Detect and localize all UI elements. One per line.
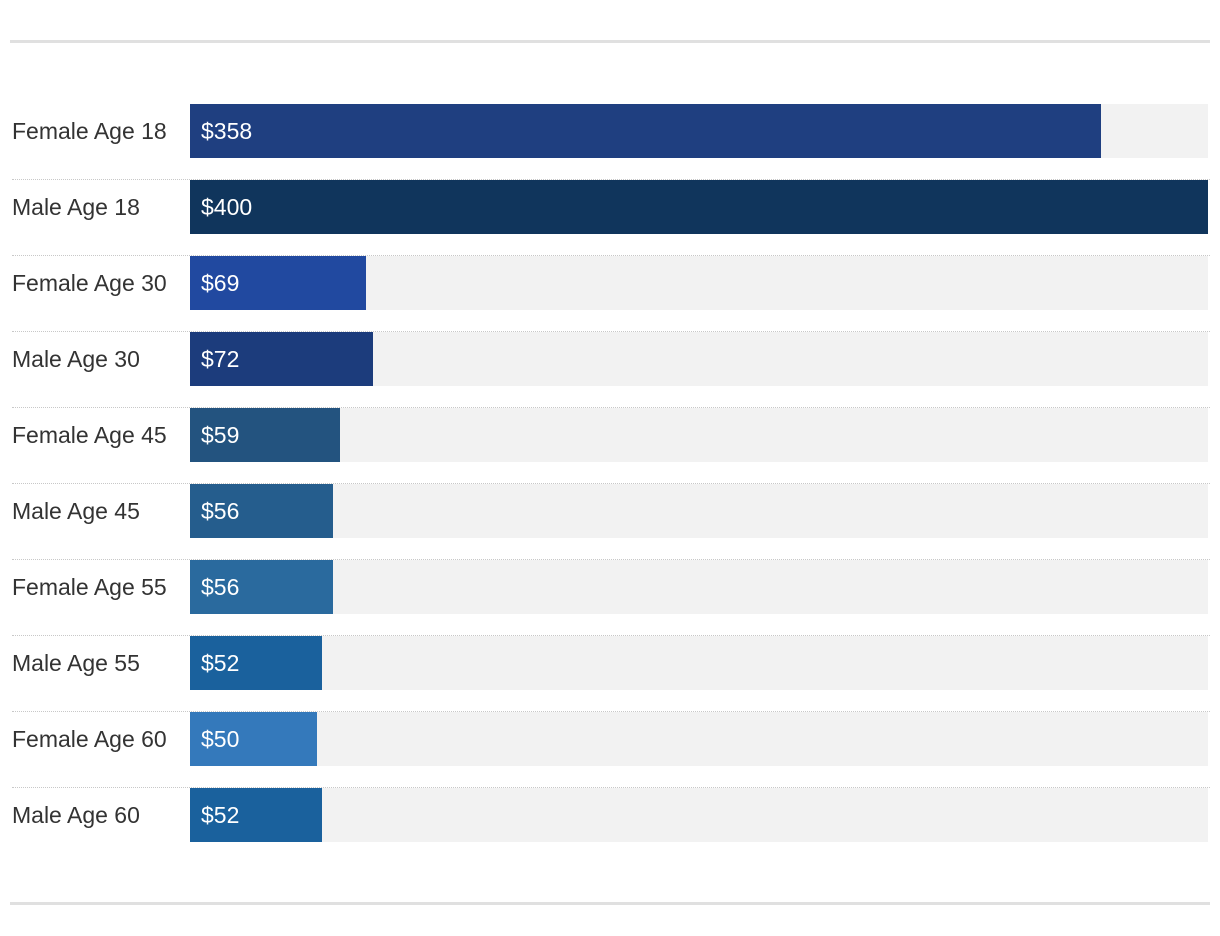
- bar-row: Female Age 30 $69: [10, 256, 1210, 332]
- category-label: Female Age 60: [12, 726, 167, 752]
- row-divider: [12, 179, 1210, 180]
- bar-row: Female Age 55 $56: [10, 560, 1210, 636]
- bar-row: Male Age 45 $56: [10, 484, 1210, 560]
- row-divider: [12, 407, 1210, 408]
- category-label: Male Age 60: [12, 802, 140, 828]
- bar-track: $52: [190, 788, 1208, 842]
- bar-track: $56: [190, 560, 1208, 614]
- top-divider-rule: [10, 40, 1210, 43]
- bar-track: $50: [190, 712, 1208, 766]
- row-divider: [12, 483, 1210, 484]
- bar-track: $72: [190, 332, 1208, 386]
- bar: [190, 484, 333, 538]
- category-label: Male Age 18: [12, 194, 140, 220]
- bar: [190, 408, 340, 462]
- bar-track: $400: [190, 180, 1208, 234]
- bar: [190, 332, 373, 386]
- bar-value-label: $59: [201, 422, 240, 448]
- bar-value-label: $72: [201, 346, 240, 372]
- category-label: Female Age 18: [12, 118, 167, 144]
- bar-track: $56: [190, 484, 1208, 538]
- category-label: Male Age 30: [12, 346, 140, 372]
- bar: [190, 256, 366, 310]
- bar-value-label: $358: [201, 118, 253, 144]
- bar: [190, 180, 1208, 234]
- bar-value-label: $400: [201, 194, 253, 220]
- bar-value-label: $69: [201, 270, 240, 296]
- bar-value-label: $56: [201, 574, 240, 600]
- row-divider: [12, 255, 1210, 256]
- bar: [190, 712, 317, 766]
- category-label: Female Age 45: [12, 422, 167, 448]
- bar: [190, 788, 322, 842]
- row-divider: [12, 559, 1210, 560]
- bar-value-label: $56: [201, 498, 240, 524]
- bar-track: $59: [190, 408, 1208, 462]
- bar-row: Female Age 60 $50: [10, 712, 1210, 788]
- bar-row: Female Age 18 $358: [10, 104, 1210, 180]
- bar-track: $358: [190, 104, 1208, 158]
- category-label: Male Age 55: [12, 650, 140, 676]
- row-divider: [12, 331, 1210, 332]
- bar-track: $69: [190, 256, 1208, 310]
- bar-row: Male Age 60 $52: [10, 788, 1210, 864]
- row-divider: [12, 635, 1210, 636]
- row-divider: [12, 787, 1210, 788]
- bar-row: Male Age 55 $52: [10, 636, 1210, 712]
- bar: [190, 636, 322, 690]
- bar-value-label: $50: [201, 726, 240, 752]
- bar-value-label: $52: [201, 802, 240, 828]
- bar-row: Female Age 45 $59: [10, 408, 1210, 484]
- bar-value-label: $52: [201, 650, 240, 676]
- bar-track: $52: [190, 636, 1208, 690]
- bar: [190, 104, 1101, 158]
- bar-row: Male Age 18 $400: [10, 180, 1210, 256]
- category-label: Female Age 30: [12, 270, 167, 296]
- row-divider: [12, 711, 1210, 712]
- category-label: Male Age 45: [12, 498, 140, 524]
- category-label: Female Age 55: [12, 574, 167, 600]
- bar-row: Male Age 30 $72: [10, 332, 1210, 408]
- bar: [190, 560, 333, 614]
- bottom-divider-rule: [10, 902, 1210, 905]
